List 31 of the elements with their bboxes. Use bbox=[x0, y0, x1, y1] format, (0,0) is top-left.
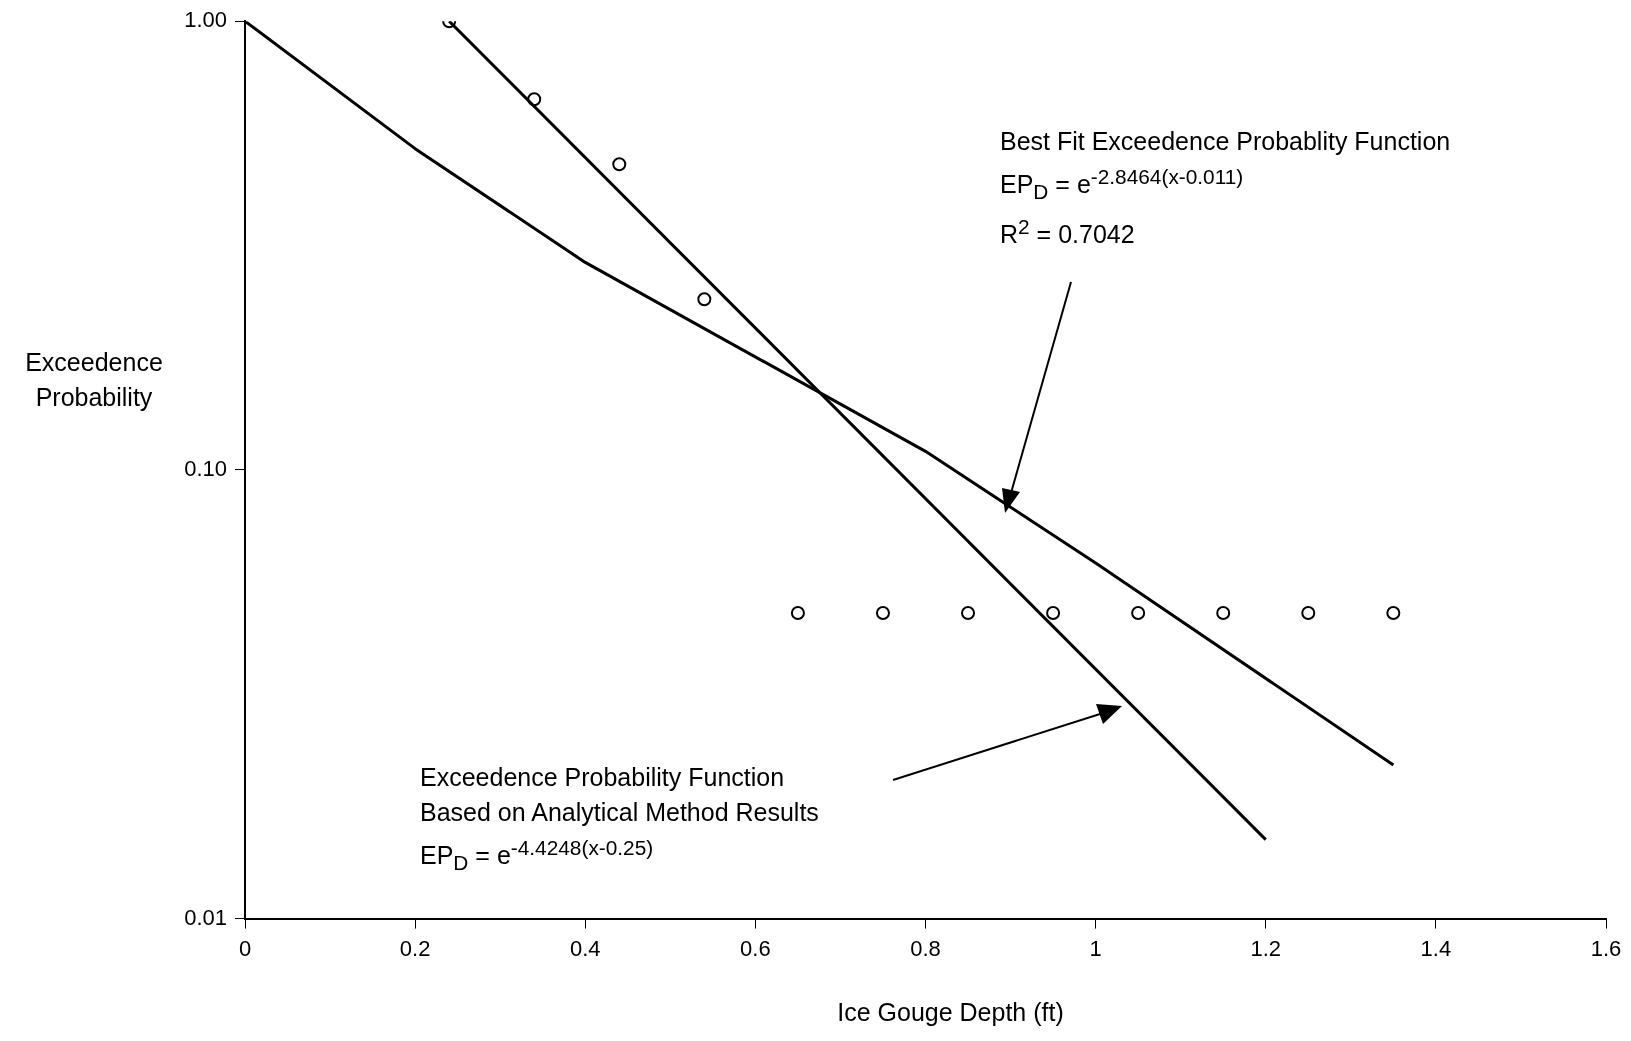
point bbox=[1301, 605, 1316, 620]
annotation: R$^{2}$ = 0.7042 bbox=[1000, 214, 1136, 251]
point bbox=[1386, 605, 1401, 620]
x-tick-label: 1.4 bbox=[1420, 935, 1452, 961]
y-tick-label: 0.01 bbox=[184, 904, 227, 930]
point bbox=[1131, 605, 1146, 620]
point bbox=[875, 605, 890, 620]
y-tick-label: 1.00 bbox=[184, 7, 227, 33]
point bbox=[961, 605, 976, 620]
x-tick-label: 0.8 bbox=[910, 935, 941, 961]
x-tick-label: 1 bbox=[1089, 935, 1102, 961]
point bbox=[697, 292, 712, 307]
point bbox=[1216, 605, 1231, 620]
x-tick-label: 0.2 bbox=[399, 935, 431, 961]
x-tick-label: 0.6 bbox=[740, 935, 771, 961]
annotation: Based on Analytical Method Results bbox=[420, 797, 819, 828]
y-axis-title: Exceedence Probability bbox=[24, 347, 164, 413]
y-tick-label: 0.10 bbox=[184, 455, 227, 481]
x-tick-label: 1.6 bbox=[1590, 935, 1622, 961]
x-tick-label: 0.4 bbox=[569, 935, 601, 961]
x-tick-label: 1.2 bbox=[1250, 935, 1282, 961]
point bbox=[790, 605, 805, 620]
point bbox=[1046, 605, 1061, 620]
point bbox=[527, 92, 542, 107]
x-axis-title: Ice Gouge Depth (ft) bbox=[836, 997, 1065, 1028]
annotation: Exceedence Probability Function bbox=[420, 762, 786, 793]
point bbox=[612, 157, 627, 172]
x-tick-label: 0 bbox=[238, 935, 252, 961]
annotation: EP$_{D}$ = e$^{-4.4248(x-0.25)}$ bbox=[420, 835, 655, 877]
annotation: Best Fit Exceedence Probablity Function bbox=[1000, 126, 1451, 157]
annotation: EP$_{D}$ = e$^{-2.8464(x-0.011)}$ bbox=[1000, 164, 1245, 206]
